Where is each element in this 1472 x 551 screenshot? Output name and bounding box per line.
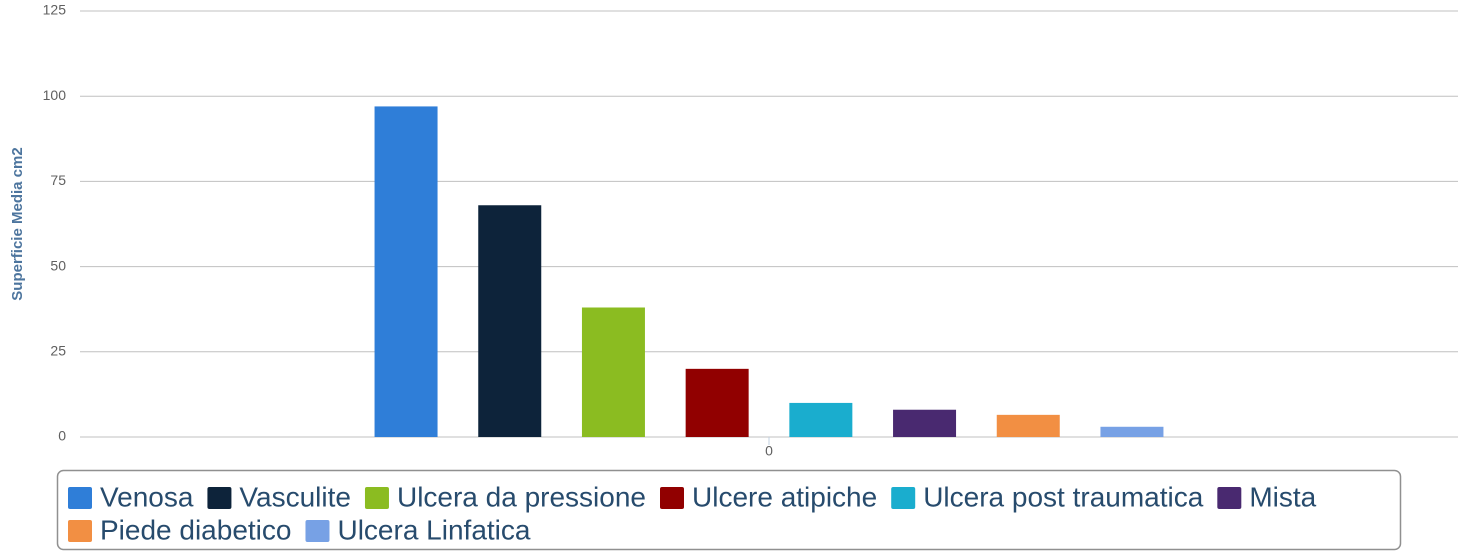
- legend-label: Mista: [1249, 481, 1316, 512]
- legend-label: Ulcera da pressione: [397, 481, 646, 512]
- bar: [478, 205, 542, 437]
- legend-box: [56, 469, 1402, 551]
- bar: [996, 414, 1060, 437]
- y-tick-label: 125: [43, 2, 67, 18]
- y-tick-label: 75: [50, 172, 66, 188]
- legend-label: Piede diabetico: [100, 514, 291, 545]
- x-tick-label: 0: [765, 443, 773, 459]
- y-tick-label: 50: [50, 257, 66, 273]
- legend-swatch: [68, 487, 92, 509]
- bar: [893, 409, 957, 437]
- legend-swatch: [207, 487, 232, 509]
- legend-swatch: [68, 520, 92, 542]
- legend-swatch: [364, 487, 389, 509]
- legend-label: Venosa: [100, 481, 194, 512]
- y-tick-label: 100: [43, 87, 67, 103]
- legend-swatch: [305, 520, 330, 542]
- legend-label: Vasculite: [239, 481, 351, 512]
- legend-label: Ulcera post traumatica: [923, 481, 1204, 512]
- legend-swatch: [891, 487, 916, 509]
- bar: [789, 402, 853, 437]
- legend-swatch: [660, 487, 684, 509]
- legend-swatch: [1217, 487, 1242, 509]
- bar: [374, 106, 438, 437]
- y-tick-label: 25: [50, 343, 66, 359]
- y-tick-label: 0: [58, 428, 66, 444]
- bar: [685, 368, 749, 437]
- bar: [581, 307, 645, 437]
- y-axis-title: Superficie Media cm2: [9, 147, 26, 300]
- legend-label: Ulcere atipiche: [692, 481, 877, 512]
- legend-label: Ulcera Linfatica: [337, 514, 530, 545]
- bar: [1100, 426, 1164, 437]
